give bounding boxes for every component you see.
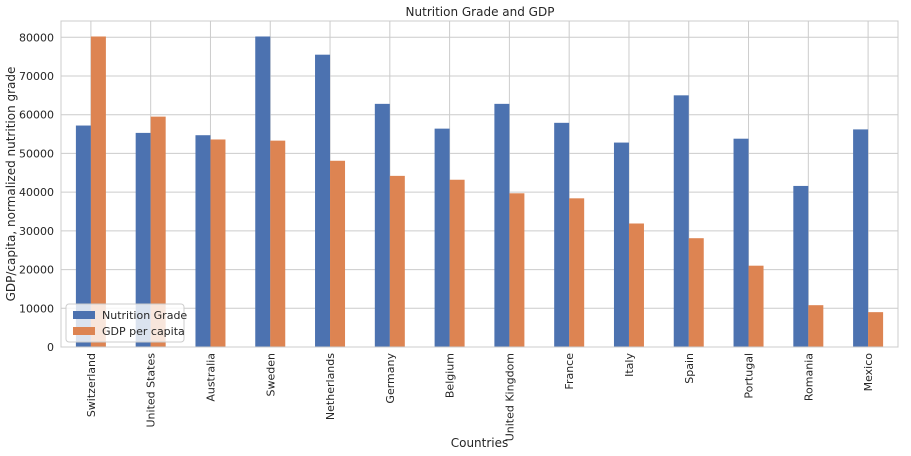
bar-gdp-per-capita (808, 305, 824, 347)
bar-gdp-per-capita (90, 36, 106, 347)
x-tick-label: Mexico (862, 353, 875, 392)
bar-nutrition-grade (255, 36, 271, 347)
x-tick-label: France (563, 353, 576, 390)
x-tick-label: Switzerland (85, 353, 98, 417)
bar-nutrition-grade (75, 125, 91, 347)
x-tick-label: Portugal (743, 353, 756, 399)
grid-lines (61, 21, 898, 348)
x-tick-label: Romania (802, 353, 815, 401)
x-axis-label: Countries (451, 436, 509, 450)
x-tick-label: Sweden (264, 353, 277, 396)
y-tick-label: 30000 (19, 225, 54, 238)
bar-gdp-per-capita (509, 193, 525, 347)
bar-gdp-per-capita (449, 179, 465, 347)
bar-nutrition-grade (315, 54, 331, 348)
bar-nutrition-grade (195, 135, 211, 347)
y-tick-label: 0 (47, 341, 54, 354)
x-tick-label: United States (145, 353, 158, 428)
x-tick-labels: Switzerland United States Australia Sweden N… (85, 353, 875, 442)
bar-nutrition-grade (613, 142, 629, 347)
legend: Nutrition Grade GDP per capita (65, 303, 187, 343)
y-tick-labels: 0 10000 20000 30000 40000 50000 60000 70000 8000… (19, 31, 54, 354)
y-tick-label: 50000 (19, 147, 54, 160)
bar-nutrition-grade (135, 132, 151, 347)
x-tick-label: United Kingdom (503, 353, 516, 441)
bar-nutrition-grade (673, 95, 689, 347)
legend-label: Nutrition Grade (102, 309, 187, 322)
y-tick-label: 70000 (19, 70, 54, 83)
bar-gdp-per-capita (270, 140, 286, 347)
y-tick-label: 40000 (19, 186, 54, 199)
bar-gdp-per-capita (150, 116, 166, 347)
bar-nutrition-grade (374, 103, 390, 348)
legend-label: GDP per capita (102, 325, 185, 338)
x-tick-label: Belgium (444, 353, 457, 398)
x-tick-label: Australia (204, 353, 217, 402)
bar-nutrition-grade (853, 129, 869, 347)
bar-gdp-per-capita (389, 175, 405, 347)
plot-frame (60, 20, 899, 348)
bar-gdp-per-capita (628, 223, 644, 347)
bar-nutrition-grade (733, 138, 749, 347)
x-tick-label: Spain (683, 353, 696, 384)
bar-nutrition-grade (554, 122, 570, 348)
y-tick-label: 10000 (19, 302, 54, 315)
legend-box (65, 303, 185, 343)
x-tick-label: Italy (623, 353, 636, 377)
y-axis-label: GDP/capita, normalized nutrition grade (4, 67, 18, 302)
y-tick-label: 80000 (19, 31, 54, 44)
x-tick-label: Netherlands (324, 353, 337, 420)
legend-swatch (73, 311, 95, 319)
bar-gdp-per-capita (210, 139, 226, 347)
y-tick-label: 20000 (19, 264, 54, 277)
bar-nutrition-grade (434, 128, 450, 347)
bar-gdp-per-capita (868, 312, 884, 347)
bar-gdp-per-capita (748, 265, 764, 347)
bars (75, 36, 884, 348)
x-tick-label: Germany (384, 353, 397, 404)
bar-gdp-per-capita (569, 198, 585, 347)
legend-swatch (73, 327, 95, 335)
bar-nutrition-grade (494, 103, 510, 348)
bar-gdp-per-capita (330, 160, 346, 347)
bar-gdp-per-capita (688, 238, 704, 347)
bar-nutrition-grade (793, 185, 809, 347)
chart-title: Nutrition Grade and GDP (406, 5, 555, 19)
y-tick-label: 60000 (19, 109, 54, 122)
